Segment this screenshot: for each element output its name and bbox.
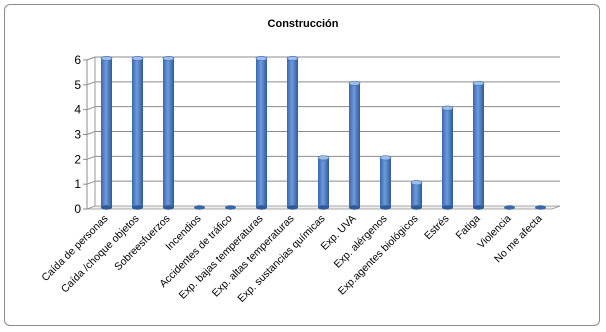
bar-body bbox=[473, 83, 484, 208]
chart-title: Construcción bbox=[268, 18, 339, 30]
bar-body bbox=[132, 58, 143, 208]
bar-top bbox=[472, 80, 485, 86]
bar bbox=[317, 155, 330, 210]
y-tick-label: 0 bbox=[74, 202, 81, 216]
bar-base bbox=[256, 205, 267, 210]
bar-base bbox=[442, 205, 453, 210]
bar-body bbox=[349, 83, 360, 208]
bar-top bbox=[379, 155, 392, 161]
y-tick-label: 6 bbox=[74, 53, 81, 67]
bar-zero bbox=[535, 205, 546, 210]
bar-body bbox=[442, 108, 453, 208]
bar-base bbox=[411, 205, 422, 210]
gridline-side bbox=[86, 155, 96, 160]
bar-body bbox=[101, 58, 112, 208]
bar-body bbox=[380, 157, 391, 208]
y-tick-label: 2 bbox=[74, 152, 81, 166]
bar bbox=[472, 80, 485, 210]
bar bbox=[410, 180, 423, 210]
gridline-side bbox=[86, 81, 96, 86]
y-tick-label: 3 bbox=[74, 128, 81, 142]
bar bbox=[131, 55, 144, 210]
x-tick-label: Fatiga bbox=[453, 213, 482, 242]
y-tick-label: 1 bbox=[74, 177, 81, 191]
bar-body bbox=[256, 58, 267, 208]
bar-zero bbox=[504, 205, 515, 210]
bar-top bbox=[286, 55, 299, 61]
bar-body bbox=[163, 58, 174, 208]
bar-base bbox=[318, 205, 329, 210]
bar bbox=[225, 205, 236, 210]
bar-base bbox=[163, 205, 174, 210]
bar-base bbox=[473, 205, 484, 210]
bar-top bbox=[317, 155, 330, 161]
bar bbox=[348, 80, 361, 210]
bar-top bbox=[162, 55, 175, 61]
bar-base bbox=[349, 205, 360, 210]
gridline-side bbox=[86, 131, 96, 135]
bar bbox=[286, 55, 299, 210]
y-tick-label: 4 bbox=[74, 103, 81, 117]
bar-top bbox=[410, 180, 423, 186]
gridline-side bbox=[86, 56, 96, 61]
bar-body bbox=[411, 182, 422, 208]
y-tick-label: 5 bbox=[74, 78, 81, 92]
bar bbox=[162, 55, 175, 210]
bar-body bbox=[287, 58, 298, 208]
bar bbox=[441, 105, 454, 210]
bar bbox=[504, 205, 515, 210]
x-tick-label: Estrés bbox=[422, 213, 452, 243]
bars bbox=[100, 55, 546, 210]
bar bbox=[255, 55, 268, 210]
bar-body bbox=[318, 157, 329, 208]
bar-top bbox=[100, 55, 113, 61]
bar bbox=[535, 205, 546, 210]
bar-zero bbox=[194, 205, 205, 210]
bar-base bbox=[380, 205, 391, 210]
bar-zero bbox=[225, 205, 236, 210]
bar-top bbox=[441, 105, 454, 111]
bar-top bbox=[131, 55, 144, 61]
bar-top bbox=[255, 55, 268, 61]
bar bbox=[100, 55, 113, 210]
bar-base bbox=[101, 205, 112, 210]
bar bbox=[379, 155, 392, 210]
y-tick-labels: 0 1 2 3 4 5 6 bbox=[74, 53, 81, 216]
bar-base bbox=[287, 205, 298, 210]
bar-base bbox=[132, 205, 143, 210]
gridline-side bbox=[86, 180, 96, 185]
bar-top bbox=[348, 80, 361, 86]
gridline-side bbox=[86, 106, 96, 111]
bar bbox=[194, 205, 205, 210]
